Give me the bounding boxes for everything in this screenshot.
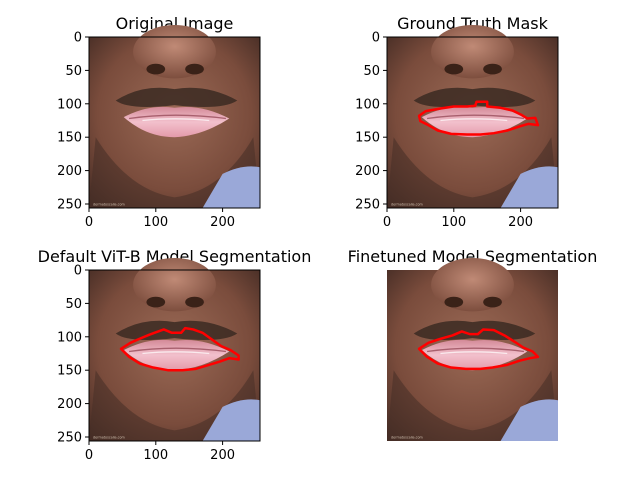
panel-title: Original Image (116, 14, 234, 33)
y-tick-label: 0 (74, 31, 82, 46)
y-tick-label: 200 (57, 397, 82, 412)
y-tick-label: 100 (57, 97, 82, 112)
y-tick-label: 150 (57, 364, 82, 379)
segmentation-contour (417, 100, 540, 136)
x-tick-label: 0 (85, 448, 93, 463)
panel-title: Default ViT-B Model Segmentation (38, 247, 312, 266)
segmentation-contour (119, 326, 240, 372)
y-tick-label: 0 (74, 264, 82, 279)
x-tick-label: 0 (85, 215, 93, 230)
y-tick-label: 200 (57, 164, 82, 179)
face-image (386, 24, 559, 209)
y-tick-label: 250 (57, 197, 82, 212)
face-image (88, 257, 261, 442)
y-tick-label: 250 (355, 197, 380, 212)
face-image (386, 257, 559, 442)
panel-1: Original Image 0 100 200 0 50 100 150 200 250 (57, 14, 261, 230)
y-tick-label: 100 (355, 97, 380, 112)
x-tick-label: 100 (143, 448, 168, 463)
y-tick-label: 150 (355, 131, 380, 146)
x-tick-label: 0 (383, 215, 391, 230)
panel-title: Ground Truth Mask (397, 14, 549, 33)
panel-2: Ground Truth Mask 0 100 200 0 50 100 150 200 250 (355, 14, 559, 230)
y-tick-label: 50 (65, 64, 82, 79)
panel-4: Finetuned Model Segmentation (348, 247, 598, 442)
axes-frame (88, 36, 261, 209)
panel-title: Finetuned Model Segmentation (348, 247, 598, 266)
x-tick-label: 100 (441, 215, 466, 230)
x-tick-label: 200 (508, 215, 533, 230)
axes-frame (88, 269, 261, 442)
face-image (88, 24, 261, 209)
segmentation-contour (417, 328, 540, 371)
y-tick-label: 0 (372, 31, 380, 46)
x-tick-label: 200 (210, 215, 235, 230)
y-tick-label: 200 (355, 164, 380, 179)
axes-frame (386, 36, 559, 209)
y-tick-label: 250 (57, 430, 82, 445)
y-tick-label: 50 (363, 64, 380, 79)
y-tick-label: 50 (65, 297, 82, 312)
x-tick-label: 100 (143, 215, 168, 230)
x-tick-label: 200 (210, 448, 235, 463)
y-tick-label: 100 (57, 330, 82, 345)
y-tick-label: 150 (57, 131, 82, 146)
